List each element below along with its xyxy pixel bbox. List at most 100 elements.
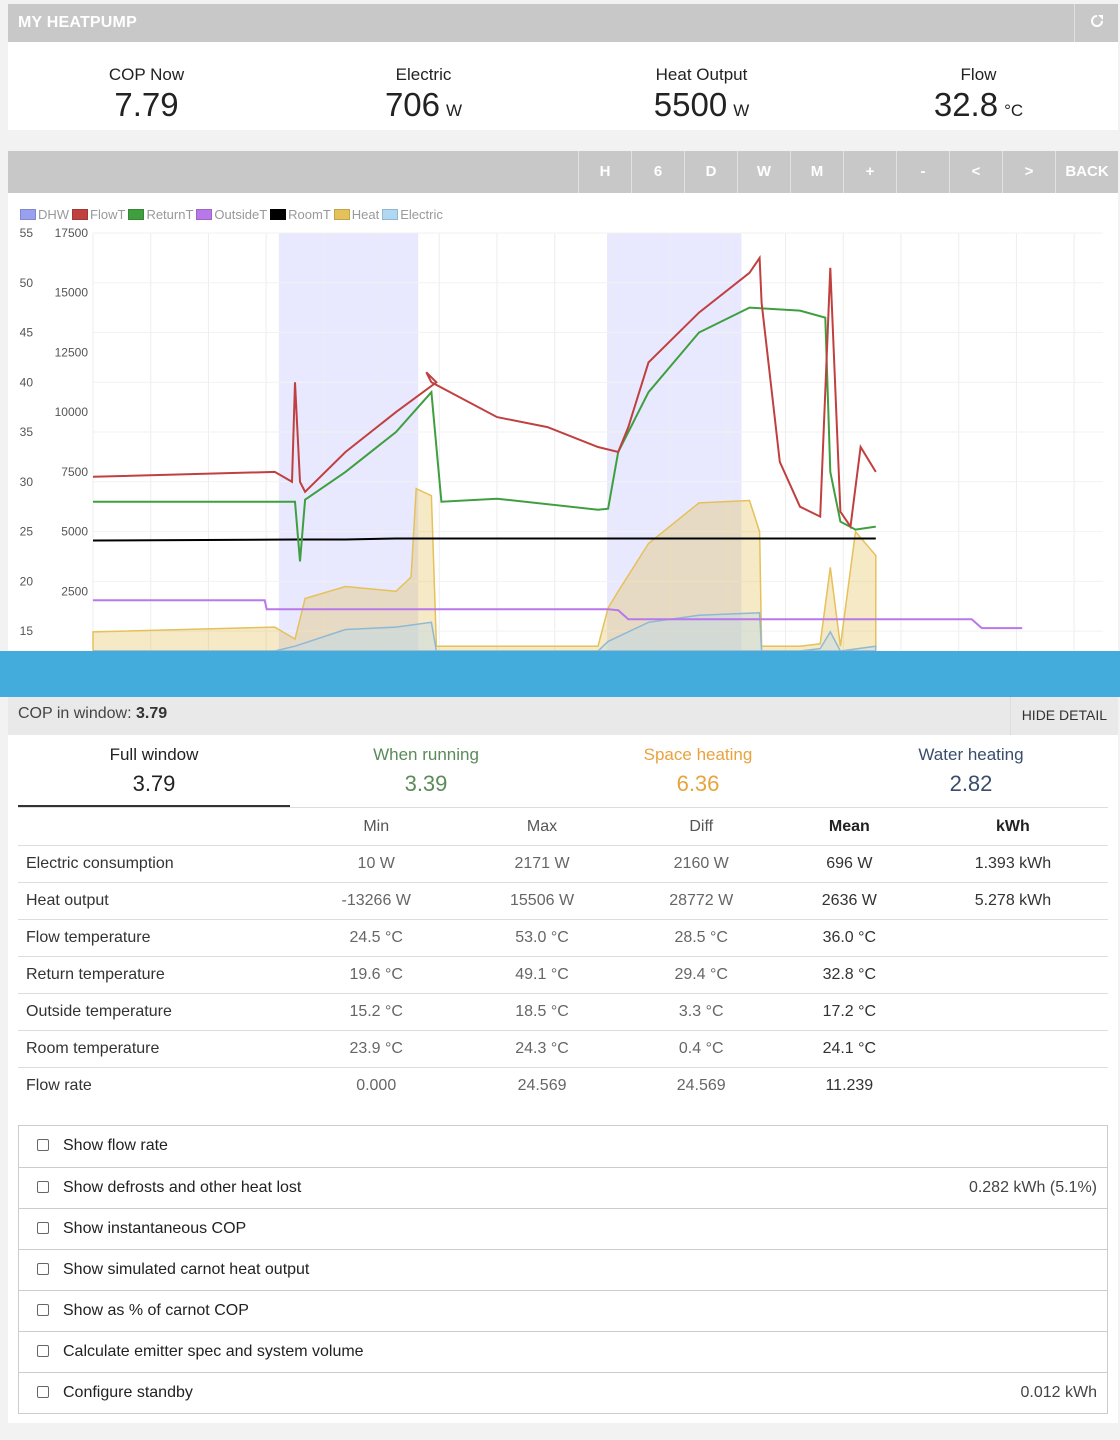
heatpump-chart[interactable]: 55 50 45 40 35 30 25 20 15 17500 15000 12500 10000 75… — [8, 193, 1118, 651]
zoom-in-button[interactable]: + — [843, 151, 896, 193]
option-checkbox[interactable] — [37, 1181, 49, 1193]
legend-label: ReturnT — [146, 207, 194, 222]
tab-when-running[interactable]: When running 3.39 — [290, 745, 562, 807]
option-checkbox[interactable] — [37, 1345, 49, 1357]
table-cell: 24.5 °C — [290, 919, 463, 957]
table-cell — [917, 1030, 1108, 1068]
external-link-icon[interactable] — [1074, 4, 1118, 42]
option-label[interactable]: Show instantaneous COP — [63, 1220, 247, 1237]
stats-table: Min Max Diff Mean kWh Electric consumpti… — [18, 807, 1108, 1105]
day-button[interactable]: D — [684, 151, 737, 193]
row-label: Electric consumption — [18, 845, 290, 883]
option-checkbox[interactable] — [37, 1222, 49, 1234]
option-row: Show instantaneous COP — [19, 1208, 1107, 1249]
option-row: Calculate emitter spec and system volume — [19, 1331, 1107, 1372]
tab-value: 3.79 — [132, 771, 176, 796]
y-tick-label: 15 — [20, 624, 34, 638]
tab-full-window[interactable]: Full window 3.79 — [18, 745, 290, 807]
legend-item[interactable]: ReturnT — [128, 207, 193, 222]
table-cell: 17.2 °C — [780, 993, 918, 1031]
option-value: 0.282 kWh (5.1%) — [968, 1179, 1097, 1196]
stat-label: Heat Output — [655, 65, 748, 84]
stat-value: 32.8 — [933, 86, 999, 123]
stat-electric: Electric 706 W — [285, 42, 562, 131]
table-row: Flow temperature 24.5 °C 53.0 °C 28.5 °C 36.… — [18, 919, 1108, 957]
legend-item[interactable]: Electric — [382, 207, 443, 222]
back-button[interactable]: BACK — [1055, 151, 1118, 193]
legend-item[interactable]: Heat — [333, 207, 380, 222]
legend-label: Heat — [351, 207, 380, 222]
option-label[interactable]: Configure standby — [63, 1384, 193, 1401]
option-value: 0.012 kWh — [1020, 1384, 1097, 1401]
legend-swatch — [20, 209, 36, 220]
row-label: Flow rate — [18, 1067, 290, 1105]
option-checkbox[interactable] — [37, 1139, 49, 1151]
outsidet-line — [93, 599, 1023, 630]
pan-left-button[interactable]: < — [949, 151, 1002, 193]
chart-area[interactable]: DHW FlowT ReturnT OutsideT RoomT Heat Electric… — [8, 193, 1118, 651]
chart-legend: DHW FlowT ReturnT OutsideT RoomT Heat Electric — [20, 207, 446, 222]
stat-heat-output: Heat Output 5500 W — [563, 42, 840, 131]
pan-right-button[interactable]: > — [1002, 151, 1055, 193]
hour-button[interactable]: H — [578, 151, 631, 193]
zoom-out-button[interactable]: - — [896, 151, 949, 193]
options-list: Show flow rate Show defrosts and other he… — [18, 1125, 1108, 1414]
tab-value: 6.36 — [676, 771, 720, 796]
table-row: Electric consumption 10 W 2171 W 2160 W 696 … — [18, 845, 1108, 883]
stat-unit: °C — [1004, 101, 1024, 120]
option-row: Configure standby 0.012 kWh — [19, 1372, 1107, 1413]
legend-label: DHW — [38, 207, 70, 222]
legend-label: FlowT — [90, 207, 126, 222]
legend-swatch — [333, 209, 350, 220]
option-row: Show flow rate — [19, 1126, 1107, 1167]
tab-value: 3.39 — [404, 771, 448, 796]
option-label[interactable]: Show defrosts and other heat lost — [63, 1179, 302, 1196]
hide-detail-button[interactable]: HIDE DETAIL — [1009, 697, 1118, 735]
legend-item[interactable]: FlowT — [72, 207, 125, 222]
stat-flow: Flow 32.8 °C — [840, 42, 1117, 131]
tab-space-heating[interactable]: Space heating 6.36 — [562, 745, 834, 807]
table-cell: 2171 W — [462, 845, 622, 883]
y-tick-label: 12500 — [55, 345, 89, 359]
option-row: Show simulated carnot heat output — [19, 1249, 1107, 1290]
legend-item[interactable]: OutsideT — [196, 207, 267, 222]
option-label[interactable]: Show as % of carnot COP — [63, 1302, 249, 1319]
table-cell: 29.4 °C — [621, 956, 781, 994]
table-cell: 2160 W — [621, 845, 781, 883]
tab-water-heating[interactable]: Water heating 2.82 — [835, 745, 1107, 807]
option-label[interactable]: Calculate emitter spec and system volume — [63, 1343, 364, 1360]
y-tick-label: 25 — [20, 525, 34, 539]
table-cell: 2636 W — [780, 882, 918, 920]
row-label: Return temperature — [18, 956, 290, 994]
option-label[interactable]: Show simulated carnot heat output — [63, 1261, 310, 1278]
option-checkbox[interactable] — [37, 1263, 49, 1275]
option-row: Show as % of carnot COP — [19, 1290, 1107, 1331]
row-label: Room temperature — [18, 1030, 290, 1068]
y-tick-label: 50 — [20, 276, 34, 290]
tab-label: Full window — [109, 745, 199, 764]
table-cell: 0.000 — [290, 1067, 463, 1105]
option-label[interactable]: Show flow rate — [63, 1137, 168, 1154]
table-row: Outside temperature 15.2 °C 18.5 °C 3.3 °C 1… — [18, 993, 1108, 1031]
legend-label: Electric — [400, 207, 443, 222]
six-hour-button[interactable]: 6 — [631, 151, 684, 193]
option-checkbox[interactable] — [37, 1386, 49, 1398]
y-tick-label: 40 — [20, 375, 34, 389]
option-row: Show defrosts and other heat lost 0.282 k… — [19, 1167, 1107, 1208]
table-cell: 24.569 — [462, 1067, 622, 1105]
chart-overview-bar[interactable] — [0, 651, 1120, 697]
tab-label: Space heating — [643, 745, 753, 764]
app-title: MY HEATPUMP — [18, 14, 137, 31]
week-button[interactable]: W — [737, 151, 790, 193]
table-cell: 49.1 °C — [462, 956, 622, 994]
table-cell: 696 W — [780, 845, 918, 883]
stat-label: Flow — [960, 65, 997, 84]
legend-item[interactable]: RoomT — [270, 207, 331, 222]
y-tick-label: 55 — [20, 226, 34, 240]
legend-item[interactable]: DHW — [20, 207, 69, 222]
option-checkbox[interactable] — [37, 1304, 49, 1316]
month-button[interactable]: M — [790, 151, 843, 193]
stat-label: Electric — [395, 65, 452, 84]
row-label: Heat output — [18, 882, 290, 920]
